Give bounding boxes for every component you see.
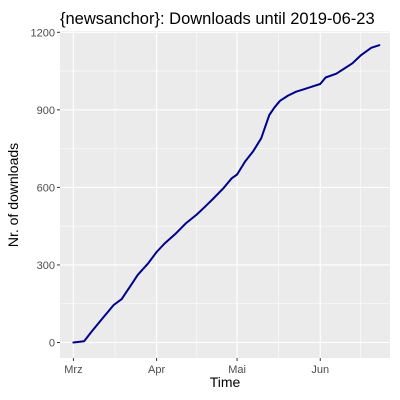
y-tick-label: 1200 xyxy=(31,27,55,39)
y-tick-label: 900 xyxy=(37,105,55,117)
x-tick-label: Mai xyxy=(228,364,246,376)
downloads-line xyxy=(72,44,381,344)
x-tick-label: Jun xyxy=(311,364,329,376)
series-line-layer xyxy=(72,44,381,344)
y-axis: 0 300 600 900 1200 xyxy=(31,27,60,349)
y-axis-title: Nr. of downloads xyxy=(5,143,21,247)
chart-title: {newsanchor}: Downloads until 2019-06-23 xyxy=(60,10,375,28)
x-axis-title: Time xyxy=(210,374,241,390)
y-tick-label: 300 xyxy=(37,260,55,272)
y-tick-label: 600 xyxy=(37,182,55,194)
x-tick-label: Mrz xyxy=(64,364,82,376)
x-tick-label: Apr xyxy=(148,364,165,376)
y-tick-label: 0 xyxy=(49,337,55,349)
x-axis: Mrz Apr Mai Jun xyxy=(64,358,329,376)
